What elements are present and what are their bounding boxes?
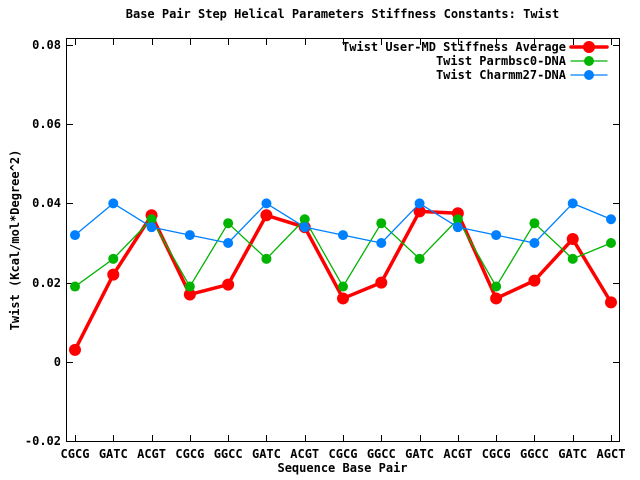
legend-label: Twist Parmbsc0-DNA xyxy=(435,54,566,68)
legend-sample-marker xyxy=(584,56,594,66)
data-point xyxy=(261,198,272,209)
y-tick-label: 0.06 xyxy=(32,117,61,132)
x-tick-label: CGCG xyxy=(60,447,90,461)
data-point xyxy=(146,222,157,233)
x-axis-label: Sequence Base Pair xyxy=(277,461,408,475)
data-point xyxy=(605,296,617,309)
data-point xyxy=(567,198,578,209)
data-point xyxy=(491,230,502,241)
data-point xyxy=(491,281,502,292)
data-point xyxy=(376,238,387,248)
data-point xyxy=(184,281,195,292)
x-tick-label: AGCT xyxy=(596,447,626,461)
x-tick-label: GGCC xyxy=(519,447,549,461)
data-point xyxy=(108,198,119,209)
data-point xyxy=(414,198,425,209)
data-point xyxy=(299,222,310,233)
data-point xyxy=(566,233,579,246)
data-point xyxy=(261,253,272,264)
data-point xyxy=(606,214,616,225)
data-point xyxy=(223,218,234,229)
x-tick-label: GGCC xyxy=(213,447,243,461)
data-point xyxy=(260,209,273,222)
data-point xyxy=(338,230,348,241)
data-point xyxy=(70,281,80,292)
x-tick-label: GGCC xyxy=(366,447,396,461)
legend-label: Twist User-MD Stiffness Average xyxy=(342,40,566,54)
data-point xyxy=(107,268,120,281)
data-point xyxy=(146,214,157,225)
data-point xyxy=(452,222,463,233)
data-point xyxy=(567,253,578,264)
data-point xyxy=(375,276,388,289)
data-point xyxy=(108,253,119,264)
data-point xyxy=(183,288,196,301)
y-tick-label: 0.04 xyxy=(32,196,61,211)
data-point xyxy=(413,205,426,218)
data-point xyxy=(452,214,463,225)
data-point xyxy=(70,230,80,241)
data-point xyxy=(529,218,540,229)
y-tick-label: 0 xyxy=(53,354,61,369)
x-tick-label: CGCG xyxy=(481,447,511,461)
data-point xyxy=(529,238,540,248)
y-tick-label: 0.08 xyxy=(32,38,61,52)
x-tick-label: GATC xyxy=(558,447,588,461)
data-point xyxy=(606,238,616,248)
legend-sample-marker xyxy=(583,41,595,53)
x-tick-label: CGCG xyxy=(328,447,358,461)
y-tick-label: -0.02 xyxy=(24,434,61,448)
plot-border xyxy=(66,38,620,442)
data-point xyxy=(528,274,541,287)
x-tick-label: CGCG xyxy=(175,447,205,461)
x-tick-label: ACGT xyxy=(443,447,473,461)
x-tick-label: GATC xyxy=(251,447,281,461)
data-point xyxy=(376,218,387,229)
y-axis-label: Twist (Kcal/mol*Degree^2) xyxy=(8,149,22,331)
chart-title: Base Pair Step Helical Parameters Stiffn… xyxy=(125,7,560,21)
legend-sample-marker xyxy=(584,70,594,80)
data-point xyxy=(223,238,234,248)
data-point xyxy=(338,281,348,292)
data-point xyxy=(222,278,235,291)
x-tick-label: GATC xyxy=(405,447,435,461)
data-point xyxy=(337,292,349,305)
data-point xyxy=(69,343,81,356)
y-tick-label: 0.02 xyxy=(32,275,61,290)
data-point xyxy=(490,292,503,305)
x-tick-label: GATC xyxy=(98,447,128,461)
legend-label: Twist Charmm27-DNA xyxy=(435,68,566,82)
x-tick-label: ACGT xyxy=(290,447,320,461)
data-point xyxy=(184,230,195,241)
x-tick-label: ACGT xyxy=(137,447,167,461)
data-point xyxy=(299,214,310,225)
data-point xyxy=(414,253,425,264)
